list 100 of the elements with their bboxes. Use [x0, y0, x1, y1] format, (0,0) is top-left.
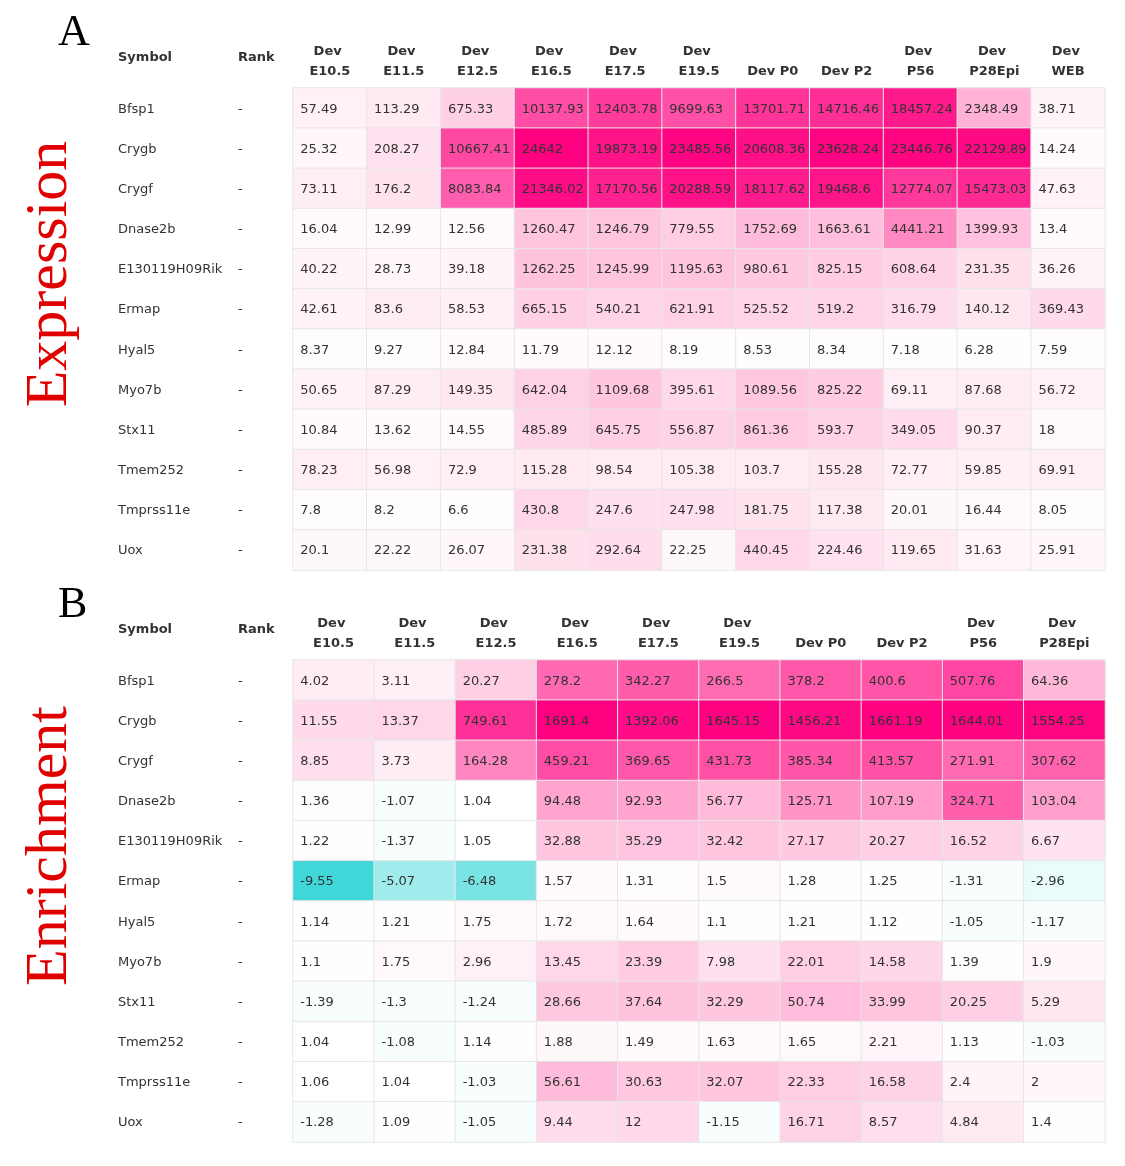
data-label: 1.1 — [706, 913, 727, 929]
data-label: 25.91 — [1038, 542, 1076, 558]
data-label: 9.44 — [543, 1114, 573, 1130]
data-label: -1.24 — [462, 993, 497, 1009]
data-label: 35.29 — [625, 833, 663, 849]
data-label: -1.37 — [381, 833, 416, 849]
data-label: 26.07 — [447, 542, 486, 558]
data-label: 8.53 — [743, 341, 773, 357]
y-tick-label: Crygb — [118, 140, 157, 156]
y-tick-label: Tmprss11e — [117, 1074, 191, 1090]
data-label: 19468.6 — [816, 180, 871, 196]
data-label: 1260.47 — [521, 221, 576, 237]
data-label: 20288.59 — [669, 180, 732, 196]
data-label: 18 — [1038, 421, 1055, 437]
data-label: 8083.84 — [447, 180, 502, 196]
data-label: -2.96 — [1031, 873, 1065, 889]
data-label: 13.45 — [543, 953, 582, 969]
y2-tick-label: - — [238, 341, 243, 357]
data-label: 20.01 — [890, 502, 929, 518]
data-label: 1661.19 — [868, 712, 923, 728]
x-tick-label: Dev P0 — [747, 62, 799, 78]
data-label: -1.03 — [462, 1074, 497, 1090]
data-label: 9699.63 — [669, 100, 724, 116]
y2-tick-label: - — [238, 833, 243, 849]
data-label: 72.9 — [447, 462, 477, 478]
x-tick-label: Dev P28Epi — [1039, 614, 1090, 650]
data-label: 73.11 — [300, 180, 338, 196]
data-label: 1.04 — [381, 1074, 411, 1090]
data-label: 749.61 — [462, 712, 509, 728]
data-label: 28.66 — [543, 993, 582, 1009]
x-tick-label: Dev E16.5 — [556, 614, 598, 650]
data-label: 23485.56 — [669, 140, 732, 156]
y2-tick-label: - — [238, 421, 243, 437]
data-label: -1.31 — [949, 873, 984, 889]
data-label: 40.22 — [300, 261, 338, 277]
data-label: 675.33 — [447, 100, 494, 116]
y-tick-label: Bfsp1 — [118, 672, 155, 688]
x-tick-label: Dev P28Epi — [969, 42, 1020, 78]
data-label: 1.13 — [949, 1034, 979, 1050]
data-label: 6.6 — [447, 502, 469, 518]
data-label: 23.39 — [625, 953, 663, 969]
data-label: -1.03 — [1031, 1034, 1065, 1050]
y2-tick-label: - — [238, 381, 243, 397]
data-label: -9.55 — [300, 873, 334, 889]
data-label: 1.75 — [462, 913, 492, 929]
y2-tick-label: - — [238, 301, 243, 317]
data-label: 20.27 — [868, 833, 906, 849]
x-tick-label: Dev E11.5 — [394, 614, 436, 650]
data-label: 50.74 — [787, 993, 825, 1009]
y2-tick-label: - — [238, 793, 243, 809]
y2-tick-label: - — [238, 221, 243, 237]
y2-tick-label: - — [238, 140, 243, 156]
data-label: 1.88 — [543, 1034, 573, 1050]
y2-tick-label: - — [238, 913, 243, 929]
data-label: 8.05 — [1038, 502, 1068, 518]
text: Enrichment — [13, 705, 79, 986]
data-label: 176.2 — [374, 180, 412, 196]
data-label: 17170.56 — [595, 180, 658, 196]
y-axis-title: Symbol — [118, 49, 173, 64]
data-label: 5.29 — [1031, 993, 1060, 1009]
data-label: 181.75 — [743, 502, 789, 518]
data-label: 125.71 — [787, 793, 833, 809]
data-label: 1.06 — [300, 1074, 330, 1090]
data-label: 98.54 — [595, 462, 633, 478]
data-label: 23628.24 — [816, 140, 880, 156]
y-tick-label: Crygb — [118, 712, 157, 728]
data-label: 13.37 — [381, 712, 419, 728]
data-label: 8.85 — [300, 752, 330, 768]
y2-tick-label: - — [238, 953, 243, 969]
data-label: 33.99 — [868, 993, 906, 1009]
data-label: 83.6 — [374, 301, 404, 317]
y-tick-label: Ermap — [118, 301, 161, 317]
y2-tick-label: - — [238, 1034, 243, 1050]
data-label: 980.61 — [743, 261, 789, 277]
data-label: -1.05 — [949, 913, 984, 929]
data-label: 10.84 — [300, 421, 338, 437]
data-label: 1.72 — [543, 913, 573, 929]
data-label: 14.58 — [868, 953, 906, 969]
data-label: -1.39 — [300, 993, 334, 1009]
data-label: 31.63 — [964, 542, 1002, 558]
data-label: 1554.25 — [1031, 712, 1085, 728]
data-label: 16.04 — [300, 221, 338, 237]
data-label: 1.14 — [462, 1034, 492, 1050]
data-label: 12.56 — [447, 221, 486, 237]
x-tick-label: Dev P56 — [966, 614, 1000, 650]
data-label: 1.28 — [787, 873, 817, 889]
data-label: 19873.19 — [595, 140, 658, 156]
data-label: 378.2 — [787, 672, 825, 688]
data-label: 1644.01 — [949, 712, 1004, 728]
y2-tick-label: - — [238, 993, 243, 1009]
data-label: 117.38 — [816, 502, 863, 518]
data-label: 16.44 — [964, 502, 1002, 518]
y-tick-label: Tmem252 — [117, 1034, 185, 1050]
data-label: 1.1 — [300, 953, 321, 969]
data-label: 779.55 — [669, 221, 715, 237]
y-tick-label: Myo7b — [118, 953, 162, 969]
data-label: 1691.4 — [543, 712, 590, 728]
data-label: 7.59 — [1038, 341, 1068, 357]
data-label: 12.99 — [374, 221, 412, 237]
data-label: 69.91 — [1038, 462, 1076, 478]
